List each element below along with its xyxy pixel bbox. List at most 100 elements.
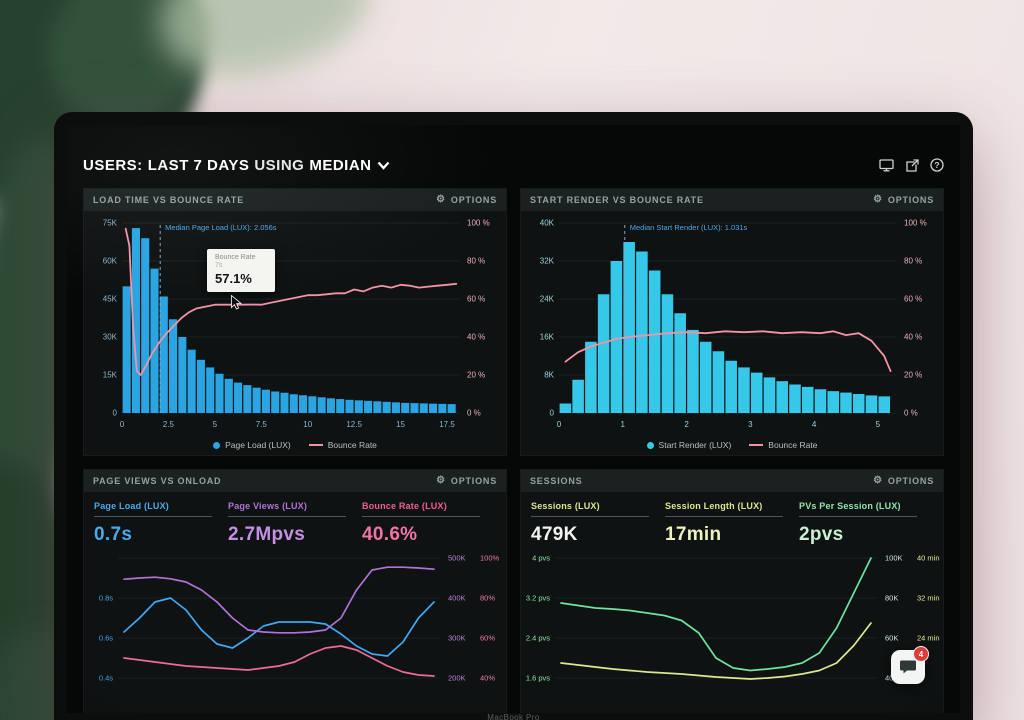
- legend-item[interactable]: Bounce Rate: [749, 440, 817, 450]
- svg-text:0.6s: 0.6s: [99, 634, 113, 643]
- svg-text:40 %: 40 %: [467, 333, 485, 342]
- metric-value: 0.7s: [94, 524, 133, 545]
- svg-text:400K: 400K: [448, 594, 466, 603]
- svg-text:45K: 45K: [103, 295, 118, 304]
- svg-text:5: 5: [213, 420, 218, 429]
- options-label: OPTIONS: [450, 195, 497, 205]
- panel-load-time-vs-bounce-rate: LOAD TIME VS BOUNCE RATE ⚙ OPTIONS 75K 60…: [83, 188, 507, 456]
- svg-text:16K: 16K: [540, 333, 555, 342]
- title-part: USERS:: [83, 156, 143, 174]
- options-label: OPTIONS: [887, 476, 934, 486]
- svg-text:40K: 40K: [540, 219, 555, 228]
- svg-text:7.5: 7.5: [256, 420, 268, 429]
- svg-text:30K: 30K: [103, 333, 118, 342]
- help-icon[interactable]: ?: [930, 158, 944, 172]
- metric-bounce-rate: Bounce Rate (LUX) 40.6%: [362, 501, 496, 546]
- options-label: OPTIONS: [450, 476, 497, 486]
- svg-text:0: 0: [550, 409, 555, 418]
- svg-text:80 %: 80 %: [904, 257, 922, 266]
- plant-leaf: [148, 0, 382, 94]
- legend-label: Start Render (LUX): [658, 440, 732, 450]
- panel-grid: LOAD TIME VS BOUNCE RATE ⚙ OPTIONS 75K 60…: [83, 188, 944, 713]
- title-part: USING: [254, 156, 305, 174]
- options-label: OPTIONS: [887, 195, 934, 205]
- dashboard-header: USERS: LAST 7 DAYS USING MEDIAN: [83, 145, 944, 185]
- svg-text:0: 0: [120, 420, 125, 429]
- svg-text:40 min: 40 min: [917, 554, 940, 563]
- legend-item[interactable]: Bounce Rate: [308, 440, 377, 450]
- tooltip-series: Bounce Rate: [215, 254, 256, 261]
- svg-text:0.4s: 0.4s: [99, 674, 113, 683]
- svg-text:5: 5: [876, 420, 881, 429]
- metric-label: Page Load (LUX): [94, 501, 212, 517]
- dashboard-title-dropdown[interactable]: USERS: LAST 7 DAYS USING MEDIAN: [83, 157, 390, 174]
- chat-unread-badge: 4: [913, 646, 929, 662]
- svg-text:40 %: 40 %: [904, 333, 922, 342]
- start-render-vs-bounce-chart[interactable]: 40K 32K 24K 16K 8K 0 100 % 80 % 60 % 40 % 20 % 0 % 0…: [521, 211, 943, 433]
- legend-line-swatch: [749, 444, 764, 446]
- legend-item[interactable]: Page Load (LUX): [213, 440, 291, 450]
- tooltip-value: 57.1%: [215, 271, 252, 286]
- mouse-cursor: [231, 295, 242, 310]
- page-views-vs-onload-chart[interactable]: 0.8s 0.6s 0.4s 500K 400K 300K 200K 100% 80% 60% 40…: [84, 550, 506, 710]
- svg-text:60 %: 60 %: [904, 295, 922, 304]
- svg-text:100K: 100K: [885, 554, 903, 563]
- svg-text:40%: 40%: [480, 674, 495, 683]
- svg-text:100%: 100%: [480, 554, 500, 563]
- svg-text:75K: 75K: [103, 219, 118, 228]
- svg-text:24 min: 24 min: [917, 634, 940, 643]
- chat-widget-button[interactable]: 4: [891, 646, 929, 684]
- svg-text:3: 3: [748, 420, 753, 429]
- options-button[interactable]: ⚙ OPTIONS: [873, 476, 934, 487]
- legend-line-swatch: [308, 444, 323, 446]
- tooltip-bucket: 7s: [215, 262, 223, 269]
- svg-text:60K: 60K: [885, 634, 898, 643]
- legend-label: Page Load (LUX): [225, 440, 291, 450]
- svg-text:4: 4: [812, 420, 817, 429]
- metric-value: 2pvs: [799, 524, 844, 545]
- legend-item[interactable]: Start Render (LUX): [646, 440, 732, 450]
- share-icon[interactable]: [905, 158, 919, 172]
- metric-pvs-per-session: PVs Per Session (LUX) 2pvs: [799, 501, 933, 546]
- svg-text:300K: 300K: [448, 634, 466, 643]
- laptop-screen: USERS: LAST 7 DAYS USING MEDIAN: [67, 125, 960, 713]
- gear-icon: ⚙: [436, 475, 446, 486]
- svg-text:15K: 15K: [103, 371, 118, 380]
- panel-header: SESSIONS ⚙ OPTIONS: [521, 470, 943, 492]
- svg-text:32 min: 32 min: [917, 594, 940, 603]
- gear-icon: ⚙: [436, 194, 446, 205]
- legend-label: Bounce Rate: [327, 440, 377, 450]
- metric-page-load: Page Load (LUX) 0.7s: [94, 501, 228, 546]
- legend-dot-swatch: [213, 441, 221, 449]
- load-time-vs-bounce-chart[interactable]: 75K 60K 45K 30K 15K 0 100 % 80 % 60 % 40 % 20 % 0 %…: [84, 211, 506, 433]
- svg-text:500K: 500K: [448, 554, 466, 563]
- panel-header: PAGE VIEWS VS ONLOAD ⚙ OPTIONS: [84, 470, 506, 492]
- svg-text:2.4 pvs: 2.4 pvs: [526, 634, 550, 643]
- svg-text:4 pvs: 4 pvs: [532, 554, 550, 563]
- metric-sessions: Sessions (LUX) 479K: [531, 501, 665, 546]
- metric-label: Session Length (LUX): [665, 501, 783, 517]
- metric-value: 2.7Mpvs: [228, 524, 306, 545]
- svg-text:0 %: 0 %: [467, 409, 481, 418]
- panel-start-render-vs-bounce-rate: START RENDER VS BOUNCE RATE ⚙ OPTIONS 40…: [520, 188, 944, 456]
- svg-text:3.2 pvs: 3.2 pvs: [526, 594, 550, 603]
- options-button[interactable]: ⚙ OPTIONS: [436, 475, 497, 487]
- options-button[interactable]: ⚙ OPTIONS: [436, 194, 497, 206]
- device-brand-label: MacBook Pro: [487, 713, 540, 720]
- laptop: USERS: LAST 7 DAYS USING MEDIAN: [54, 112, 973, 720]
- svg-text:10: 10: [303, 420, 312, 429]
- svg-text:1: 1: [621, 420, 626, 429]
- svg-text:2: 2: [684, 420, 689, 429]
- options-button[interactable]: ⚙ OPTIONS: [873, 195, 934, 206]
- chevron-down-icon: [377, 161, 389, 170]
- svg-text:?: ?: [934, 160, 939, 170]
- display-icon[interactable]: [879, 158, 894, 172]
- metric-value: 17min: [665, 524, 722, 545]
- svg-text:17.5: 17.5: [439, 420, 455, 429]
- panel-header: START RENDER VS BOUNCE RATE ⚙ OPTIONS: [521, 189, 943, 211]
- panel-title: PAGE VIEWS VS ONLOAD: [93, 476, 222, 486]
- metric-label: Sessions (LUX): [531, 501, 649, 517]
- metric-session-length: Session Length (LUX) 17min: [665, 501, 799, 546]
